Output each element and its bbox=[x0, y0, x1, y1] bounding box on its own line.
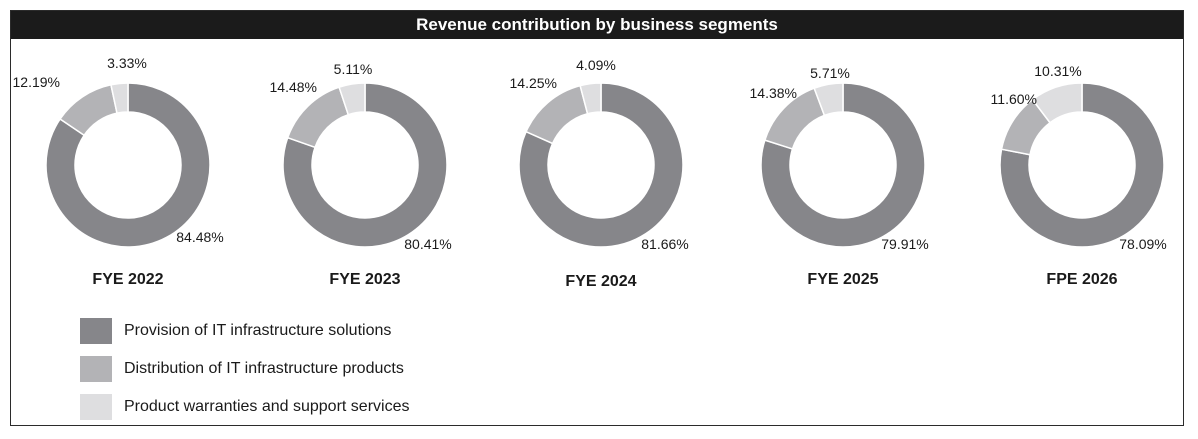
donut-slice bbox=[579, 82, 602, 115]
donut-slice bbox=[518, 82, 684, 248]
legend-item-it-solutions: Provision of IT infrastructure solutions bbox=[80, 312, 409, 350]
legend-swatch-it-products bbox=[80, 356, 112, 382]
legend-label: Provision of IT infrastructure solutions bbox=[124, 322, 392, 339]
chart-frame: Revenue contribution by business segment… bbox=[10, 10, 1184, 426]
slice-value-label: 14.25% bbox=[510, 75, 557, 91]
donut-slice bbox=[760, 82, 926, 248]
slice-value-label: 80.41% bbox=[404, 236, 451, 252]
slice-value-label: 11.60% bbox=[991, 91, 1037, 107]
legend-label: Distribution of IT infrastructure produc… bbox=[124, 360, 404, 377]
donut-slice bbox=[813, 82, 844, 117]
legend-swatch-warranties bbox=[80, 394, 112, 420]
donut-slice bbox=[286, 86, 350, 149]
slice-value-label: 12.19% bbox=[13, 74, 60, 90]
legend-swatch-it-solutions bbox=[80, 318, 112, 344]
legend-label: Product warranties and support services bbox=[124, 398, 410, 415]
slice-value-label: 78.09% bbox=[1119, 236, 1166, 252]
donut-slice bbox=[110, 82, 129, 115]
donut-slice bbox=[1031, 82, 1083, 124]
slice-value-label: 81.66% bbox=[641, 236, 688, 252]
donut-period-label: FYE 2022 bbox=[92, 271, 163, 288]
slice-value-label: 10.31% bbox=[1034, 63, 1081, 79]
donut-period-label: FPE 2026 bbox=[1046, 271, 1117, 288]
donut-slice bbox=[282, 82, 448, 248]
donut-slice bbox=[45, 82, 211, 248]
slice-value-label: 84.48% bbox=[176, 229, 223, 245]
donut-slice bbox=[338, 82, 366, 116]
legend-item-it-products: Distribution of IT infrastructure produc… bbox=[80, 350, 409, 388]
slice-value-label: 5.11% bbox=[334, 61, 373, 77]
slice-value-label: 4.09% bbox=[576, 57, 616, 73]
donut-period-label: FYE 2024 bbox=[565, 273, 636, 290]
donut-period-label: FYE 2025 bbox=[807, 271, 878, 288]
slice-value-label: 79.91% bbox=[881, 236, 928, 252]
slice-value-label: 14.48% bbox=[270, 79, 317, 95]
legend-item-warranties: Product warranties and support services bbox=[80, 388, 409, 426]
donut-slice bbox=[525, 84, 589, 145]
slice-value-label: 3.33% bbox=[107, 55, 147, 71]
legend: Provision of IT infrastructure solutions… bbox=[80, 312, 409, 426]
slice-value-label: 14.38% bbox=[750, 85, 797, 101]
chart-title: Revenue contribution by business segment… bbox=[11, 11, 1183, 39]
slice-value-label: 5.71% bbox=[810, 65, 850, 81]
donut-slice bbox=[999, 82, 1165, 248]
donut-period-label: FYE 2023 bbox=[329, 271, 400, 288]
